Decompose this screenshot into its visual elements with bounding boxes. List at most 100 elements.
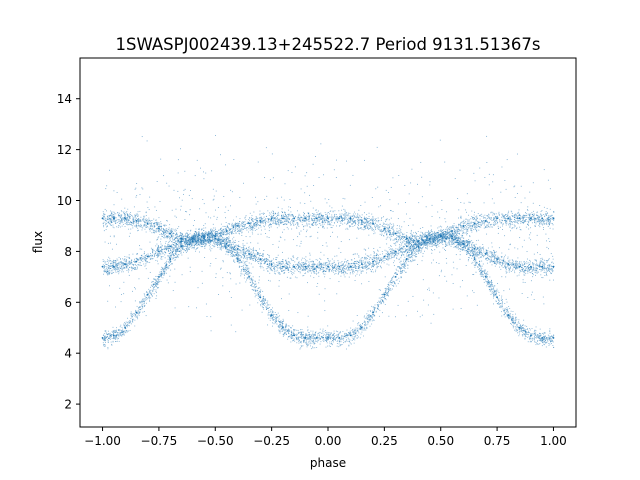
scatter-dot xyxy=(164,224,166,226)
scatter-dot xyxy=(403,270,405,272)
scatter-dot xyxy=(369,320,371,322)
scatter-dot xyxy=(500,297,502,299)
scatter-dot xyxy=(512,321,514,323)
scatter-dot xyxy=(397,231,399,233)
scatter-dot xyxy=(238,258,240,260)
scatter-dot xyxy=(414,251,416,253)
scatter-dot xyxy=(303,341,305,343)
scatter-dot xyxy=(194,240,196,242)
scatter-dot xyxy=(381,234,382,236)
scatter-dot xyxy=(456,236,458,238)
scatter-dot xyxy=(269,307,270,308)
scatter-dot xyxy=(511,320,513,322)
scatter-dot xyxy=(387,291,389,293)
scatter-dot xyxy=(551,335,553,337)
scatter-dot xyxy=(316,347,318,348)
scatter-dot xyxy=(384,288,386,289)
scatter-dot xyxy=(122,330,124,332)
scatter-dot xyxy=(420,250,422,252)
scatter-dot xyxy=(448,235,450,237)
scatter-dot xyxy=(285,331,287,333)
scatter-dot xyxy=(234,226,236,227)
scatter-dot xyxy=(257,302,259,304)
scatter-dot xyxy=(500,305,502,307)
scatter-dot xyxy=(207,242,208,244)
scatter-dot xyxy=(192,234,194,236)
scatter-dot xyxy=(396,231,398,233)
scatter-dot xyxy=(121,330,123,332)
scatter-dot xyxy=(245,272,247,274)
scatter-dot xyxy=(351,334,353,336)
scatter-dot xyxy=(427,248,428,250)
scatter-dot xyxy=(147,296,149,298)
scatter-dot xyxy=(536,218,537,220)
scatter-dot xyxy=(275,220,276,222)
scatter-dot xyxy=(371,317,373,319)
scatter-dot xyxy=(383,235,385,237)
scatter-dot xyxy=(158,278,159,280)
scatter-dot xyxy=(281,323,283,325)
scatter-dot xyxy=(494,291,495,293)
scatter-dot xyxy=(255,290,256,292)
scatter-dot xyxy=(475,264,477,266)
scatter-dot xyxy=(450,234,452,236)
scatter-dot xyxy=(477,221,479,223)
scatter-dot xyxy=(135,225,137,227)
scatter-dot xyxy=(312,347,314,349)
scatter-dot xyxy=(353,328,355,330)
scatter-dot xyxy=(161,266,163,268)
scatter-dot xyxy=(327,221,329,223)
scatter-dot xyxy=(381,218,382,220)
scatter-dot xyxy=(270,315,272,317)
scatter-dot xyxy=(539,221,540,223)
scatter-dot xyxy=(412,258,414,260)
scatter-dot xyxy=(238,229,240,231)
scatter-dot xyxy=(415,238,417,240)
scatter-dot xyxy=(145,297,147,299)
scatter-dot xyxy=(421,242,423,244)
scatter-dot xyxy=(503,314,505,315)
scatter-dot xyxy=(118,329,120,331)
scatter-dot xyxy=(343,217,345,219)
scatter-dot xyxy=(329,341,331,343)
scatter-dot xyxy=(327,339,329,341)
scatter-dot xyxy=(361,219,363,221)
scatter-dot xyxy=(158,230,160,232)
scatter-dot xyxy=(300,342,302,344)
scatter-dot xyxy=(377,308,379,310)
scatter-dot xyxy=(362,221,364,223)
scatter-dot xyxy=(252,280,254,282)
scatter-dot xyxy=(223,232,225,234)
scatter-dot xyxy=(364,216,366,218)
scatter-dot xyxy=(496,223,498,225)
scatter-dot xyxy=(347,218,349,220)
scatter-dot xyxy=(450,235,452,237)
scatter-dot xyxy=(309,341,311,343)
scatter-dot xyxy=(115,327,117,329)
scatter-dot xyxy=(262,307,264,309)
scatter-dot xyxy=(179,251,180,252)
scatter-dot xyxy=(151,289,153,291)
scatter-dot xyxy=(326,214,328,216)
scatter-dot xyxy=(392,233,394,235)
scatter-dot xyxy=(498,215,500,216)
scatter-dot xyxy=(162,271,164,273)
scatter-dot xyxy=(357,224,359,226)
scatter-dot xyxy=(169,257,171,258)
scatter-dot xyxy=(545,342,547,344)
scatter-dot xyxy=(334,339,336,340)
scatter-dot xyxy=(468,248,470,250)
scatter-dot xyxy=(306,338,308,340)
scatter-dot xyxy=(107,335,109,337)
scatter-dot xyxy=(209,234,211,236)
scatter-dot xyxy=(354,216,356,218)
scatter-dot xyxy=(138,218,140,219)
scatter-dot xyxy=(244,227,246,229)
scatter-dot xyxy=(210,232,212,234)
scatter-dot xyxy=(368,321,370,323)
scatter-dot xyxy=(152,290,154,292)
scatter-dot xyxy=(118,340,120,342)
scatter-dot xyxy=(177,248,179,250)
scatter-dot xyxy=(509,316,511,317)
